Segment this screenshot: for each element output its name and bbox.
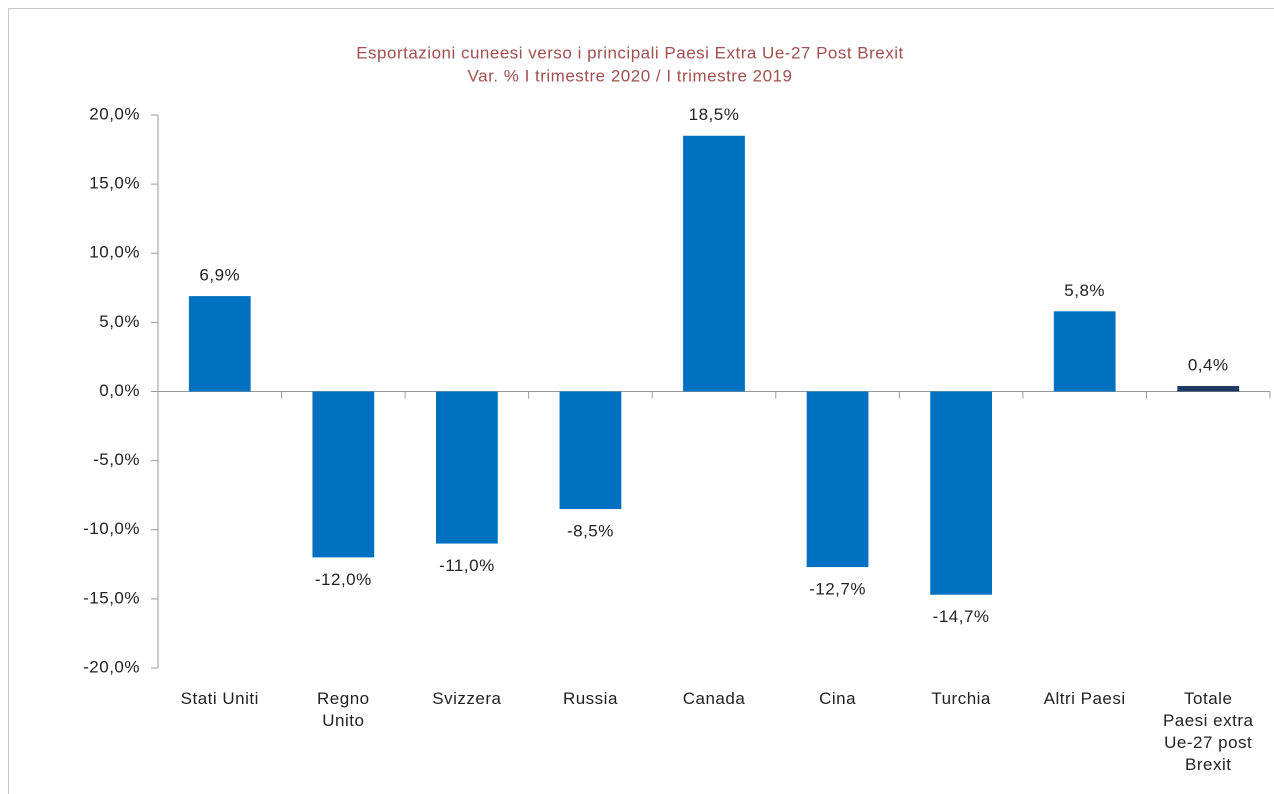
y-tick-label: 0,0% bbox=[99, 381, 140, 400]
x-tick-label: Totale Paesi extra Ue-27 post Brexit bbox=[1162, 689, 1254, 774]
bar bbox=[436, 391, 498, 544]
data-label: 18,5% bbox=[689, 105, 740, 124]
x-tick-label: Regno Unito bbox=[317, 689, 370, 730]
y-tick-label: -5,0% bbox=[93, 450, 140, 469]
data-label: -12,7% bbox=[809, 580, 866, 599]
y-tick-label: 10,0% bbox=[89, 243, 140, 262]
bar bbox=[930, 391, 992, 595]
x-tick-label: Svizzera bbox=[432, 689, 502, 708]
chart-subtitle: Var. % I trimestre 2020 / I trimestre 20… bbox=[468, 66, 793, 85]
bar bbox=[312, 391, 375, 558]
x-tick-label: Turchia bbox=[931, 689, 991, 708]
y-tick-label: -15,0% bbox=[83, 588, 140, 607]
y-tick-label: 5,0% bbox=[99, 312, 140, 331]
data-label: 6,9% bbox=[199, 266, 240, 285]
bar bbox=[559, 391, 622, 510]
x-tick-label: Canada bbox=[682, 689, 746, 708]
x-tick-label: Russia bbox=[562, 689, 618, 708]
frame bbox=[8, 8, 1274, 794]
x-tick-label: Altri Paesi bbox=[1043, 689, 1126, 708]
y-tick-label: -10,0% bbox=[83, 519, 140, 538]
data-label: 0,4% bbox=[1188, 355, 1229, 374]
data-label: 5,8% bbox=[1064, 281, 1105, 300]
y-tick-label: -20,0% bbox=[83, 657, 140, 676]
bar bbox=[1053, 311, 1116, 392]
y-tick-label: 15,0% bbox=[89, 174, 140, 193]
data-label: -11,0% bbox=[439, 556, 495, 575]
bar bbox=[683, 135, 745, 392]
chart-title: Esportazioni cuneesi verso i principali … bbox=[356, 43, 904, 62]
x-tick-label: Stati Uniti bbox=[180, 689, 259, 708]
data-label: -8,5% bbox=[567, 521, 614, 540]
y-tick-label: 20,0% bbox=[89, 104, 140, 123]
bar bbox=[1177, 385, 1240, 392]
data-label: -12,0% bbox=[315, 570, 372, 589]
bar bbox=[806, 391, 869, 568]
x-tick-label: Cina bbox=[819, 689, 857, 708]
data-label: -14,7% bbox=[933, 607, 990, 626]
bar bbox=[188, 296, 251, 392]
